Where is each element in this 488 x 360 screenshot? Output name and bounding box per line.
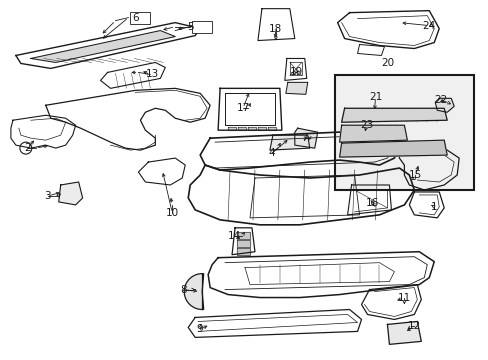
Polygon shape [237,232,249,239]
Text: 23: 23 [359,120,372,130]
Polygon shape [269,135,309,150]
Text: 18: 18 [269,24,282,33]
Text: 7: 7 [301,133,307,143]
Text: 22: 22 [434,95,447,105]
Polygon shape [341,108,447,122]
Polygon shape [238,127,245,130]
Bar [334,75,473,190]
Text: 5: 5 [186,22,193,32]
Text: 4: 4 [268,148,275,158]
Text: 24: 24 [422,21,435,31]
Polygon shape [386,321,421,345]
Polygon shape [31,31,175,62]
Polygon shape [294,128,317,148]
Bar [130,12,150,24]
Polygon shape [339,125,407,142]
Text: 10: 10 [165,208,179,218]
Polygon shape [59,182,82,205]
Polygon shape [339,140,447,157]
Text: 3: 3 [44,191,51,201]
Wedge shape [184,274,203,310]
Polygon shape [227,127,236,130]
Polygon shape [285,82,307,94]
Text: 21: 21 [368,92,381,102]
Text: 16: 16 [365,198,378,208]
Text: 12: 12 [407,321,420,332]
Text: 6: 6 [132,13,139,23]
Bar [192,21,212,32]
Text: 19: 19 [289,67,303,77]
Text: 8: 8 [180,284,186,294]
Text: 1: 1 [430,202,437,212]
Text: 9: 9 [197,324,203,334]
Text: 20: 20 [380,58,393,68]
Polygon shape [258,127,265,130]
Polygon shape [267,127,275,130]
Polygon shape [237,248,249,255]
Polygon shape [247,127,255,130]
Polygon shape [237,240,249,247]
Text: 2: 2 [24,143,31,153]
Polygon shape [434,98,453,112]
Text: 13: 13 [145,69,159,80]
Text: 14: 14 [227,231,240,241]
Text: 15: 15 [408,170,421,180]
Text: 11: 11 [397,293,410,302]
Text: 17: 17 [236,103,249,113]
